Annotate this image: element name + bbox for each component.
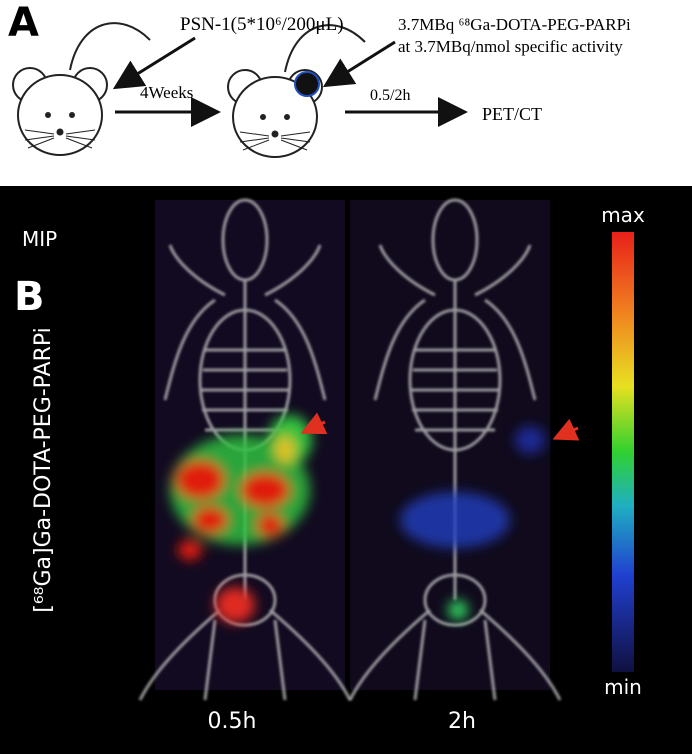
time-label: 2h — [448, 709, 476, 734]
timepoint-text: 0.5/2h — [370, 87, 410, 104]
scale-max: max — [601, 203, 645, 227]
uptake-hotspots — [170, 415, 545, 623]
tumor — [294, 71, 320, 97]
color-scale — [612, 232, 634, 672]
tracer-text: at 3.7MBq/nmol specific activity — [398, 37, 623, 56]
arrow — [322, 40, 396, 88]
panel-b-background — [0, 186, 692, 754]
time-label: 0.5h — [208, 709, 257, 734]
tumor-arrow — [300, 412, 328, 435]
imaging-text: PET/CT — [482, 104, 542, 124]
tracer-text: 3.7MBq ⁶⁸Ga-DOTA-PEG-PARPi — [398, 15, 631, 34]
interval-text: 4Weeks — [140, 83, 193, 102]
panel-label: B — [14, 274, 45, 320]
panel-label: A — [8, 0, 39, 46]
tumor-arrow — [552, 418, 580, 441]
mode-label: MIP — [22, 227, 57, 251]
injection-text: PSN-1(5*10⁶/200μL) — [180, 14, 344, 35]
scale-min: min — [604, 675, 642, 699]
arrow — [112, 36, 196, 90]
tracer-label: [⁶⁸Ga]Ga-DOTA-PEG-PARPi — [31, 327, 56, 613]
